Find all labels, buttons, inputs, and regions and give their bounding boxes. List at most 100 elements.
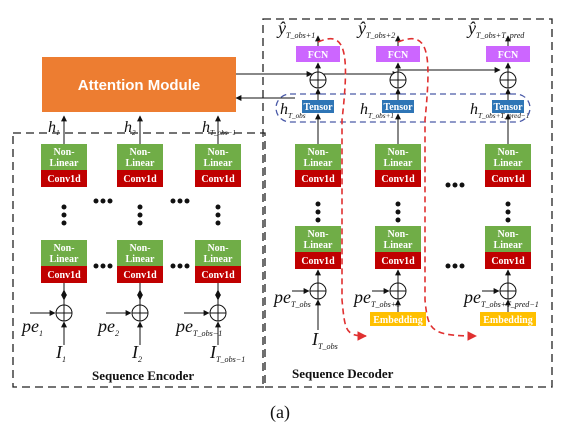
encoder-hdots-lower xyxy=(93,263,113,269)
decoder-col-3-fcn-text: FCN xyxy=(498,50,519,61)
encoder-col-1-bottom-nonlinear-text2: Linear xyxy=(50,254,79,265)
decoder-col-2-vdots xyxy=(395,201,401,223)
decoder-col-3-bottom-conv1d xyxy=(485,252,531,269)
encoder-col-2-top-conv1d-text: Conv1d xyxy=(123,174,157,185)
encoder-col-3-vdots xyxy=(215,204,221,226)
encoder-col-2-vdots xyxy=(137,204,143,226)
decoder-col-2-top-nonlinear-text1: Non- xyxy=(387,147,408,158)
decoder-col-2-bottom-nonlinear-text1: Non- xyxy=(387,229,408,240)
decoder-col-1-bottom-nonlinear xyxy=(295,226,341,252)
encoder-hdots-upper-2 xyxy=(170,198,190,204)
encoder-col-3-bottom-nonlinear-text2: Linear xyxy=(204,254,233,265)
decoder-col-1-pe-label: peT_obs xyxy=(272,287,311,309)
encoder-col-1-input-label: I1 xyxy=(55,342,66,364)
decoder-col-1-top-nonlinear-text2: Linear xyxy=(304,158,333,169)
decoder-col-2-sum-bottom xyxy=(389,282,407,300)
decoder-col-2-bottom-conv1d-text: Conv1d xyxy=(381,256,415,267)
decoder-hdots-upper xyxy=(445,182,465,188)
decoder-col-1-tensor xyxy=(302,100,334,113)
decoder-col-2-tensor-text: Tensor xyxy=(383,102,413,113)
encoder-col-1-bottom-nonlinear-text1: Non- xyxy=(53,243,74,254)
decoder-col-1-input-label: IT_obs xyxy=(311,329,338,351)
encoder-col-3-bottom-conv1d-text: Conv1d xyxy=(201,270,235,281)
decoder-col-3-top-conv1d xyxy=(485,170,531,187)
encoder-title: Sequence Encoder xyxy=(92,368,194,383)
decoder-col-2-top-nonlinear xyxy=(375,144,421,170)
decoder-col-1-fcn-text: FCN xyxy=(308,50,329,61)
encoder-col-1-hidden-label: h1 xyxy=(48,119,60,137)
decoder-col-2-sum xyxy=(389,71,407,89)
encoder-col-3-pe-label: peT_obs−1 xyxy=(174,316,222,338)
decoder-col-2-output-label: ŷT_obs+2 xyxy=(356,18,395,40)
decoder-col-1-bottom-conv1d xyxy=(295,252,341,269)
encoder-col-1-sum xyxy=(55,304,73,322)
decoder-frame xyxy=(262,18,553,388)
encoder-col-3-bottom-nonlinear xyxy=(195,240,241,266)
decoder-col-2-bottom-conv1d xyxy=(375,252,421,269)
decoder-col-3-output-label: ŷT_obs+T_pred xyxy=(466,18,525,40)
encoder-col-2-hidden-label: h2 xyxy=(124,119,136,137)
feedback-path-1 xyxy=(317,37,367,341)
encoder-col-3-bottom-conv1d xyxy=(195,266,241,283)
encoder-col-1-top-nonlinear-text1: Non- xyxy=(53,147,74,158)
encoder-col-1-top-nonlinear xyxy=(41,144,87,170)
decoder-col-1-output-label: ŷT_obs+1 xyxy=(276,18,315,40)
encoder-col-1-bottom-conv1d xyxy=(41,266,87,283)
encoder-col-3-hidden-label: hT_obs−1 xyxy=(202,119,236,137)
decoder-col-2-embedding-text: Embedding xyxy=(373,315,422,326)
decoder-col-1-top-nonlinear xyxy=(295,144,341,170)
decoder-col-1-sum xyxy=(309,71,327,89)
hidden-state-bracket xyxy=(275,93,531,123)
encoder-hdots-lower-2 xyxy=(170,263,190,269)
decoder-col-1-top-nonlinear-text1: Non- xyxy=(307,147,328,158)
decoder-col-1-fcn xyxy=(296,46,340,62)
decoder-col-3-bottom-nonlinear-text1: Non- xyxy=(497,229,518,240)
decoder-col-3-fcn xyxy=(486,46,530,62)
encoder-col-3-sum xyxy=(209,304,227,322)
decoder-col-2-top-conv1d xyxy=(375,170,421,187)
encoder-col-1-pe-label: pe1 xyxy=(20,316,43,338)
encoder-col-3-top-nonlinear xyxy=(195,144,241,170)
encoder-col-3-top-conv1d xyxy=(195,170,241,187)
encoder-col-3-input-label: IT_obs−1 xyxy=(209,342,245,364)
encoder-col-3-top-nonlinear-text2: Linear xyxy=(204,158,233,169)
decoder-col-2-hidden-label: hT_obs+1 xyxy=(360,101,394,120)
encoder-col-1-vdots xyxy=(61,204,67,226)
encoder-col-3-top-nonlinear-text1: Non- xyxy=(207,147,228,158)
encoder-col-1-bottom-nonlinear xyxy=(41,240,87,266)
decoder-col-2-top-nonlinear-text2: Linear xyxy=(384,158,413,169)
encoder-col-2-sum xyxy=(131,304,149,322)
decoder-col-2-top-conv1d-text: Conv1d xyxy=(381,174,415,185)
decoder-col-3-top-conv1d-text: Conv1d xyxy=(491,174,525,185)
decoder-col-2-fcn xyxy=(376,46,420,62)
attention-module-label: Attention Module xyxy=(78,77,200,94)
encoder-col-1-bottom-conv1d-text: Conv1d xyxy=(47,270,81,281)
decoder-col-1-top-conv1d-text: Conv1d xyxy=(301,174,335,185)
feedback-path-2 xyxy=(397,37,477,341)
encoder-col-2-top-conv1d xyxy=(117,170,163,187)
encoder-col-2-bottom-nonlinear xyxy=(117,240,163,266)
encoder-col-2-bottom-conv1d xyxy=(117,266,163,283)
decoder-hdots-lower xyxy=(445,263,465,269)
decoder-col-2-tensor xyxy=(382,100,414,113)
decoder-title: Sequence Decoder xyxy=(292,366,394,381)
encoder-col-2-top-nonlinear-text1: Non- xyxy=(129,147,150,158)
encoder-col-3-top-conv1d-text: Conv1d xyxy=(201,174,235,185)
decoder-col-3-tensor xyxy=(492,100,524,113)
encoder-col-2-bottom-nonlinear-text1: Non- xyxy=(129,243,150,254)
encoder-col-1-top-conv1d-text: Conv1d xyxy=(47,174,81,185)
attention-module xyxy=(42,57,236,112)
encoder-col-2-top-nonlinear xyxy=(117,144,163,170)
decoder-col-3-bottom-nonlinear-text2: Linear xyxy=(494,240,523,251)
encoder-col-1-top-conv1d xyxy=(41,170,87,187)
decoder-col-2-fcn-text: FCN xyxy=(388,50,409,61)
figure-caption: (a) xyxy=(270,402,290,423)
encoder-col-2-pe-label: pe2 xyxy=(96,316,119,338)
decoder-col-1-bottom-nonlinear-text2: Linear xyxy=(304,240,333,251)
decoder-col-3-sum-bottom xyxy=(499,282,517,300)
decoder-col-3-vdots xyxy=(505,201,511,223)
decoder-col-1-vdots xyxy=(315,201,321,223)
decoder-col-2-embedding xyxy=(370,312,426,326)
decoder-col-3-embedding xyxy=(480,312,536,326)
decoder-col-1-bottom-nonlinear-text1: Non- xyxy=(307,229,328,240)
